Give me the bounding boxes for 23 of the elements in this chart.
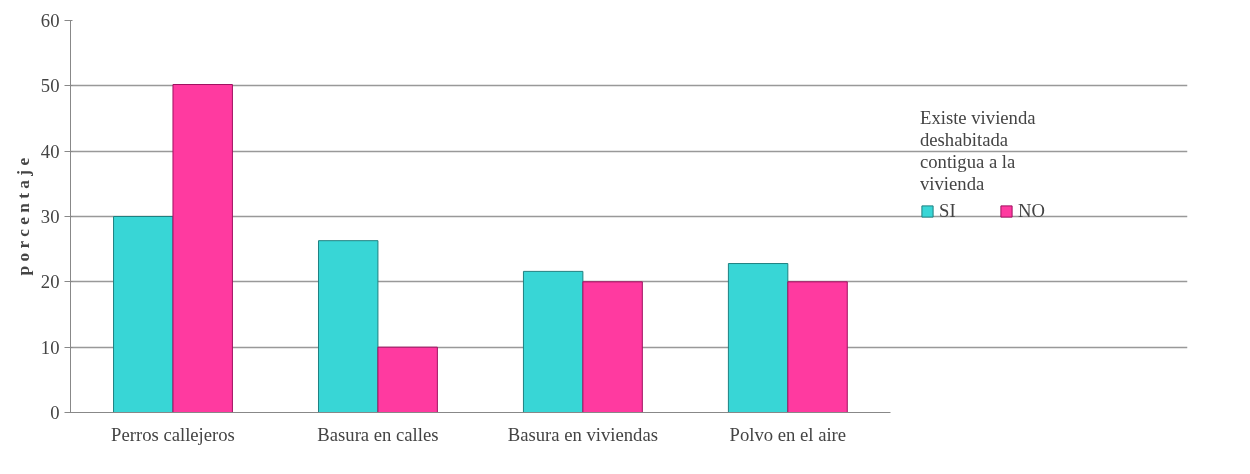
bar	[727, 263, 789, 413]
bar	[172, 84, 233, 413]
x-tick-label: Basura en viviendas	[507, 423, 659, 445]
y-tick-label: 50	[40, 75, 60, 97]
y-tick-label: 30	[40, 206, 60, 227]
legend-title: Existe vivienda deshabitada contigua a la vivienda	[920, 107, 1037, 195]
bar	[582, 281, 643, 413]
y-tick-label: 40	[40, 140, 60, 162]
x-tick-label: Polvo en el aire	[729, 423, 847, 445]
bar	[377, 346, 438, 413]
y-axis-title: p o r c e n t a j e	[13, 157, 33, 276]
bar	[787, 281, 848, 413]
y-tick-label: 10	[40, 336, 60, 358]
x-tick-label: Perros callejeros	[111, 423, 235, 445]
bar	[317, 240, 379, 413]
bar	[113, 216, 174, 413]
legend-label: SI	[939, 200, 957, 222]
y-tick-label: 60	[40, 10, 60, 31]
x-tick-label: Basura en calles	[317, 423, 439, 445]
legend-label: NO	[1018, 200, 1045, 222]
bar	[522, 270, 584, 413]
y-tick-label: 0	[50, 402, 60, 423]
y-tick-label: 20	[40, 271, 60, 293]
